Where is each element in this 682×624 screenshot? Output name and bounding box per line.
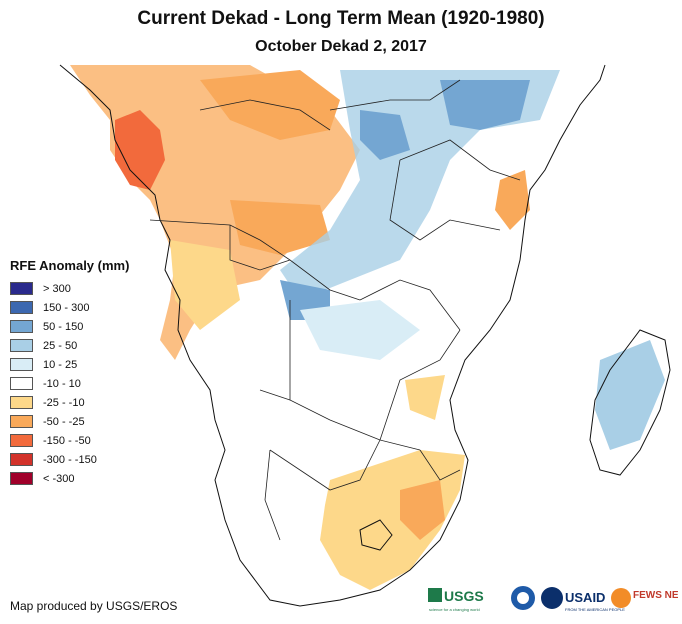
legend-item: < -300: [10, 469, 129, 488]
map-credit: Map produced by USGS/EROS: [10, 599, 178, 613]
legend-swatch: [10, 358, 33, 371]
legend-title: RFE Anomaly (mm): [10, 258, 130, 273]
legend-item: -150 - -50: [10, 431, 129, 450]
legend-item: -25 - -10: [10, 393, 129, 412]
noaa-logo: [511, 586, 535, 610]
legend: RFE Anomaly (mm) > 300 150 - 300 50 - 150 2…: [10, 258, 129, 488]
legend-item: 10 - 25: [10, 355, 129, 374]
anomaly-fills: [70, 65, 665, 590]
legend-swatch: [10, 472, 33, 485]
legend-swatch: [10, 396, 33, 409]
legend-item: -10 - 10: [10, 374, 129, 393]
legend-item: 25 - 50: [10, 336, 129, 355]
legend-label: -300 - -150: [43, 453, 97, 466]
legend-swatch: [10, 301, 33, 314]
legend-rows: > 300 150 - 300 50 - 150 25 - 50 10 - 25 -10 …: [10, 279, 129, 488]
legend-item: 50 - 150: [10, 317, 129, 336]
legend-swatch: [10, 377, 33, 390]
legend-label: -150 - -50: [43, 434, 91, 447]
legend-label: -10 - 10: [43, 377, 81, 390]
svg-text:USAID: USAID: [565, 590, 605, 605]
legend-label: > 300: [43, 282, 71, 295]
legend-swatch: [10, 282, 33, 295]
legend-swatch: [10, 434, 33, 447]
svg-text:FROM THE AMERICAN PEOPLE: FROM THE AMERICAN PEOPLE: [565, 607, 625, 612]
legend-label: -25 - -10: [43, 396, 85, 409]
legend-label: 150 - 300: [43, 301, 90, 314]
map-subtitle: October Dekad 2, 2017: [255, 38, 427, 55]
legend-swatch: [10, 320, 33, 333]
partner-logos: USGS science for a changing world USAID …: [428, 586, 678, 612]
usaid-logo: USAID FROM THE AMERICAN PEOPLE: [541, 587, 625, 612]
legend-item: -300 - -150: [10, 450, 129, 469]
legend-item: > 300: [10, 279, 129, 298]
svg-text:USGS: USGS: [444, 588, 484, 604]
legend-label: < -300: [43, 472, 75, 485]
map-title: Current Dekad - Long Term Mean (1920-198…: [137, 8, 545, 29]
legend-item: 150 - 300: [10, 298, 129, 317]
legend-label: 25 - 50: [43, 339, 78, 352]
usgs-logo: USGS science for a changing world: [428, 588, 484, 612]
legend-label: 50 - 150: [43, 320, 84, 333]
country-borders: [149, 79, 521, 541]
continent-outlines: [59, 64, 671, 607]
legend-swatch: [10, 415, 33, 428]
legend-label: -50 - -25: [43, 415, 85, 428]
legend-item: -50 - -25: [10, 412, 129, 431]
svg-text:FEWS NET: FEWS NET: [633, 590, 678, 601]
legend-swatch: [10, 453, 33, 466]
legend-label: 10 - 25: [43, 358, 78, 371]
fewsnet-logo: FEWS NET: [611, 588, 678, 608]
legend-swatch: [10, 339, 33, 352]
svg-text:science for a changing world: science for a changing world: [429, 607, 480, 612]
